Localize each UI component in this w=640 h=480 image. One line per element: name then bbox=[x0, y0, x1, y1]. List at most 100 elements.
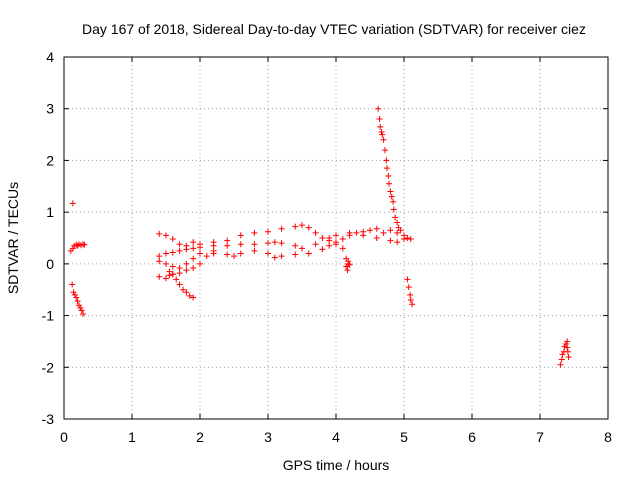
data-point bbox=[394, 229, 401, 236]
data-point bbox=[237, 232, 244, 239]
data-point bbox=[186, 292, 193, 299]
series-band-lower bbox=[156, 241, 352, 271]
x-tick-label: 4 bbox=[332, 429, 340, 445]
data-point bbox=[210, 250, 217, 257]
data-point bbox=[156, 253, 163, 260]
data-point bbox=[319, 246, 326, 253]
data-point bbox=[564, 344, 571, 351]
data-point bbox=[156, 273, 163, 280]
y-tick-label: 0 bbox=[46, 256, 54, 272]
data-point bbox=[210, 242, 217, 249]
y-tick-label: 1 bbox=[46, 204, 54, 220]
data-point bbox=[559, 351, 566, 358]
x-tick-label: 5 bbox=[400, 429, 408, 445]
data-point bbox=[73, 241, 80, 248]
data-point bbox=[312, 229, 319, 236]
data-point bbox=[384, 165, 390, 172]
data-point bbox=[166, 268, 173, 275]
data-point bbox=[564, 338, 571, 345]
data-point bbox=[353, 229, 360, 236]
data-point bbox=[183, 267, 190, 274]
y-tick-label: -3 bbox=[42, 411, 55, 427]
data-point bbox=[380, 136, 387, 143]
data-point bbox=[405, 284, 412, 291]
data-point bbox=[407, 236, 414, 243]
data-point bbox=[224, 242, 231, 249]
series-early-upper bbox=[67, 241, 88, 254]
data-point bbox=[346, 261, 353, 268]
data-point bbox=[197, 250, 203, 257]
data-point bbox=[183, 246, 190, 253]
data-point bbox=[339, 245, 346, 252]
data-point bbox=[81, 241, 88, 248]
data-point bbox=[265, 228, 271, 235]
data-point bbox=[404, 276, 411, 283]
data-point bbox=[224, 251, 231, 258]
data-point bbox=[333, 232, 339, 239]
x-tick-label: 2 bbox=[196, 429, 204, 445]
axis-ticks: 0 1 2 3 4 5 6 7 8 -3 -2 -1 0 1 2 3 4 bbox=[42, 49, 613, 445]
data-point bbox=[390, 198, 397, 205]
series-band-middle bbox=[156, 229, 407, 260]
data-point bbox=[176, 270, 183, 277]
data-point bbox=[278, 240, 285, 247]
data-point bbox=[383, 157, 390, 164]
data-point bbox=[224, 237, 231, 244]
data-point bbox=[156, 258, 163, 265]
y-tick-label: 4 bbox=[46, 49, 54, 65]
data-point bbox=[169, 249, 176, 256]
data-point bbox=[397, 227, 404, 234]
data-point bbox=[183, 260, 190, 267]
data-point bbox=[373, 225, 380, 232]
data-point bbox=[203, 253, 210, 260]
data-point bbox=[326, 235, 333, 241]
data-point bbox=[360, 232, 367, 239]
data-point bbox=[69, 200, 76, 207]
data-point bbox=[401, 236, 407, 243]
y-axis-label: SDTVAR / TECUs bbox=[5, 182, 21, 294]
data-point bbox=[292, 223, 299, 230]
data-point bbox=[292, 251, 299, 258]
data-point bbox=[390, 206, 397, 213]
x-tick-label: 1 bbox=[128, 429, 136, 445]
data-point bbox=[319, 235, 326, 241]
data-point bbox=[80, 241, 87, 248]
data-point bbox=[176, 241, 183, 248]
data-point bbox=[237, 250, 244, 257]
data-point bbox=[292, 242, 299, 249]
data-point bbox=[387, 227, 394, 234]
data-point bbox=[169, 271, 176, 278]
data-point bbox=[190, 239, 197, 246]
data-point bbox=[163, 260, 169, 267]
data-point bbox=[343, 263, 350, 270]
data-point bbox=[190, 255, 197, 262]
data-point bbox=[392, 214, 399, 221]
data-point bbox=[373, 235, 380, 241]
data-point bbox=[305, 250, 312, 257]
data-point bbox=[80, 311, 87, 318]
data-point bbox=[173, 276, 180, 283]
data-point bbox=[375, 105, 382, 112]
data-point bbox=[169, 236, 176, 243]
y-tick-label: 2 bbox=[46, 152, 54, 168]
series-spike-decline bbox=[375, 105, 404, 234]
data-point bbox=[156, 230, 163, 237]
data-point bbox=[562, 341, 569, 348]
data-point bbox=[380, 229, 387, 236]
data-point bbox=[388, 193, 395, 200]
data-point bbox=[367, 227, 373, 234]
data-point bbox=[565, 353, 572, 360]
data-point bbox=[70, 289, 77, 296]
data-point bbox=[407, 291, 414, 298]
data-point bbox=[557, 361, 564, 368]
data-point bbox=[197, 244, 203, 251]
data-point bbox=[271, 254, 278, 261]
x-tick-label: 8 bbox=[604, 429, 612, 445]
data-point bbox=[78, 307, 85, 314]
data-point bbox=[333, 241, 339, 248]
data-point bbox=[385, 172, 392, 179]
series-early-lower bbox=[69, 281, 87, 318]
data-point bbox=[394, 239, 401, 246]
chart-title: Day 167 of 2018, Sidereal Day-to-day VTE… bbox=[82, 21, 586, 37]
data-point bbox=[265, 250, 271, 257]
